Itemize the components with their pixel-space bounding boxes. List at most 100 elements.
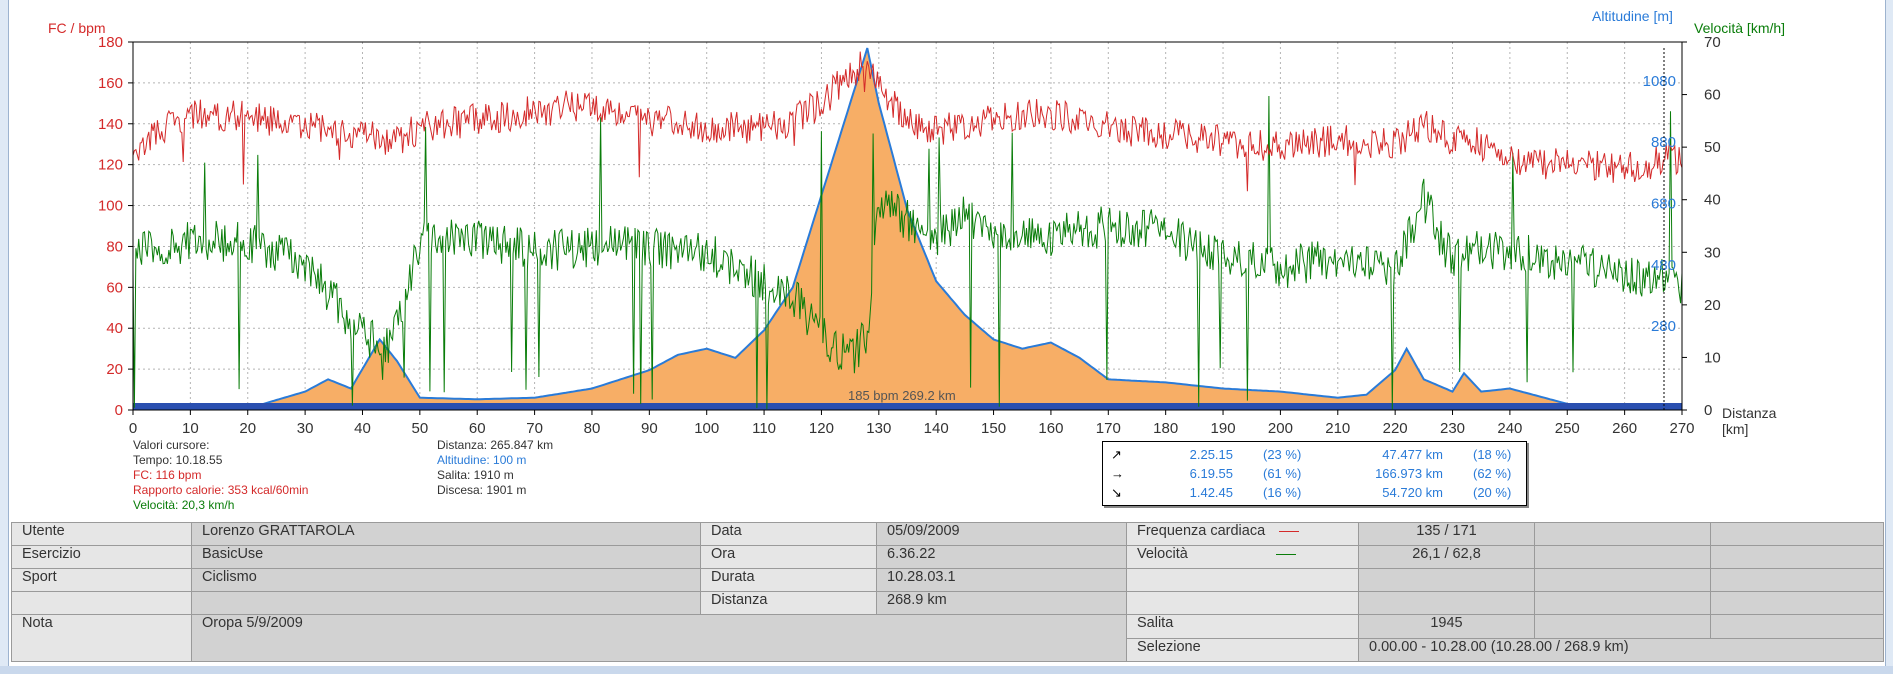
empty-cell — [1710, 591, 1884, 615]
empty-cell — [1534, 591, 1711, 615]
cursor-readout: 185 bpm 269.2 km — [848, 388, 956, 403]
altitude-axis-title: Altitudine [m] — [1592, 8, 1673, 24]
value-ora: 6.36.22 — [876, 545, 1127, 569]
altitude-tick-label: 680 — [1651, 195, 1676, 212]
cursor-fc: FC: 116 bpm — [133, 468, 202, 482]
speed-tick-label: 70 — [1704, 34, 1721, 51]
chart-ticks: 0 10 20 30 40 50 60 70 80 90 100 110 120 130 140 150 160… — [98, 34, 1721, 436]
value-esercizio: BasicUse — [191, 545, 701, 569]
speed-tick-label: 50 — [1704, 139, 1721, 156]
hr-tick-label: 40 — [106, 320, 123, 337]
table-row: Utente Lorenzo GRATTAROLA Data 05/09/200… — [11, 522, 1884, 546]
altitude-fill — [133, 48, 1682, 410]
window-right-border — [1885, 0, 1893, 674]
hr-series — [132, 51, 1683, 192]
x-tick-label: 0 — [129, 420, 137, 436]
summary-altitudine: Altitudine: 100 m — [437, 453, 527, 467]
x-tick-label: 80 — [584, 420, 601, 436]
x-tick-label: 210 — [1325, 420, 1350, 436]
hr-tick-label: 80 — [106, 238, 123, 255]
hr-line — [132, 51, 1683, 192]
speed-tick-label: 40 — [1704, 192, 1721, 209]
label-data: Data — [700, 522, 877, 546]
empty-cell — [1710, 522, 1884, 546]
empty-cell — [1358, 568, 1535, 592]
split-row-flat: → 6.19.55 (61 %) 166.973 km (62 %) — [1103, 464, 1526, 482]
x-tick-label: 120 — [809, 420, 834, 436]
x-tick-label: 100 — [694, 420, 719, 436]
x-tick-label: 220 — [1383, 420, 1408, 436]
training-chart[interactable]: 0 10 20 30 40 50 60 70 80 90 100 110 120 130 140 150 160… — [0, 0, 1893, 436]
label-selezione: Selezione — [1126, 637, 1359, 662]
x-tick-label: 110 — [752, 420, 776, 436]
label-fc: Frequenza cardiaca — [1126, 522, 1359, 546]
split-dist-pct: (62 %) — [1473, 466, 1512, 481]
table-row: Nota Oropa 5/9/2009 Salita 1945 — [11, 614, 1884, 662]
x-tick-label: 90 — [641, 420, 658, 436]
empty-cell — [1534, 522, 1711, 546]
window-bottom-border — [0, 666, 1893, 674]
hr-legend-line — [1279, 530, 1300, 532]
split-time-pct: (16 %) — [1263, 485, 1302, 500]
altitude-tick-label: 280 — [1651, 318, 1676, 335]
x-tick-label: 260 — [1612, 420, 1637, 436]
plot-frame — [132, 41, 1683, 411]
label-durata: Durata — [700, 568, 877, 592]
x-axis-title-line2: [km] — [1722, 421, 1749, 437]
altitude-tick-label: 880 — [1651, 134, 1676, 151]
speed-tick-label: 60 — [1704, 87, 1721, 104]
value-salita: 1945 — [1358, 614, 1535, 639]
x-tick-label: 40 — [354, 420, 371, 436]
value-nota: Oropa 5/9/2009 — [191, 614, 1127, 662]
label-sport: Sport — [11, 568, 192, 592]
split-dist-pct: (20 %) — [1473, 485, 1512, 500]
empty-cell — [11, 591, 192, 615]
x-tick-label: 240 — [1497, 420, 1522, 436]
label-nota: Nota — [11, 614, 192, 662]
value-durata: 10.28.03.1 — [876, 568, 1127, 592]
speed-tick-label: 20 — [1704, 297, 1721, 314]
table-row: Selezione 0.00.00 - 10.28.00 (10.28.00 /… — [12, 637, 1884, 662]
value-distanza: 268.9 km — [876, 591, 1127, 615]
empty-cell — [1126, 591, 1359, 615]
cursor-title: Valori cursore: — [133, 438, 210, 452]
summary-salita: Salita: 1910 m — [437, 468, 514, 482]
label-distanza: Distanza — [700, 591, 877, 615]
x-tick-label: 180 — [1153, 420, 1178, 436]
split-row-up: ↗ 2.25.15 (23 %) 47.477 km (18 %) — [1103, 445, 1526, 463]
speed-axis-title: Velocità [km/h] — [1694, 20, 1786, 36]
table-row: Esercizio BasicUse Ora 6.36.22 Velocità … — [11, 545, 1884, 569]
split-dist: 54.720 km — [1382, 485, 1443, 500]
value-selezione: 0.00.00 - 10.28.00 (10.28.00 / 268.9 km) — [1358, 637, 1884, 662]
split-time: 1.42.45 — [1189, 485, 1233, 500]
x-tick-label: 10 — [182, 420, 199, 436]
speed-tick-label: 30 — [1704, 244, 1721, 261]
climb-split-panel: ↗ 2.25.15 (23 %) 47.477 km (18 %) → 6.19… — [1102, 441, 1527, 506]
hr-tick-label: 160 — [98, 75, 123, 92]
hr-tick-label: 120 — [98, 157, 123, 174]
x-tick-label: 190 — [1211, 420, 1236, 436]
cursor-rapporto: Rapporto calorie: 353 kcal/60min — [133, 483, 309, 497]
x-tick-label: 170 — [1096, 420, 1121, 436]
split-dist: 47.477 km — [1382, 447, 1443, 462]
summary-discesa: Discesa: 1901 m — [437, 483, 527, 497]
hr-tick-label: 140 — [98, 116, 123, 133]
session-info-table: Utente Lorenzo GRATTAROLA Data 05/09/200… — [11, 522, 1884, 662]
split-time-pct: (23 %) — [1263, 447, 1302, 462]
split-time: 6.19.55 — [1189, 466, 1233, 481]
empty-cell — [1534, 614, 1711, 639]
x-tick-label: 30 — [297, 420, 314, 436]
hr-axis-title: FC / bpm — [48, 20, 106, 36]
arrow-right-icon: → — [1111, 466, 1124, 481]
empty-cell — [1534, 545, 1711, 569]
label-vel-text: Velocità — [1137, 546, 1188, 562]
summary-panel: Distanza: 265.847 km Altitudine: 100 m S… — [437, 438, 553, 498]
altitude-area — [133, 47, 1683, 410]
empty-cell — [1710, 568, 1884, 592]
speed-line — [132, 95, 1683, 410]
speed-series — [132, 95, 1683, 410]
altitude-baseline — [133, 403, 1682, 410]
empty-cell — [1534, 568, 1711, 592]
hr-tick-label: 20 — [106, 361, 123, 378]
x-tick-label: 50 — [412, 420, 429, 436]
